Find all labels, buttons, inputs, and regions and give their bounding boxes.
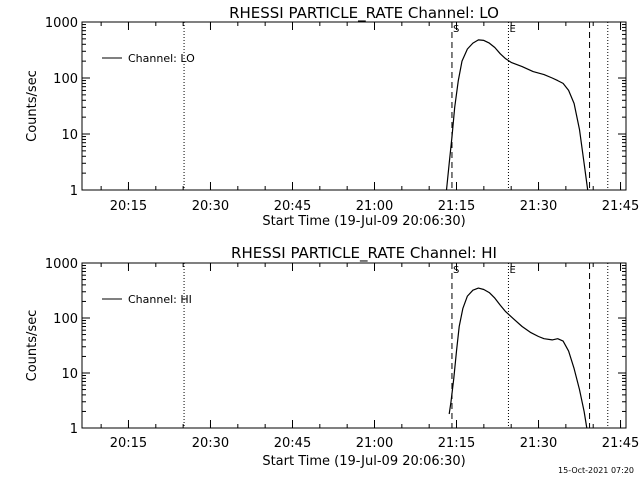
y-tick-label: 1 [70, 184, 78, 199]
x-tick-label: 21:00 [356, 436, 393, 451]
marker-s: S [453, 24, 459, 35]
y-tick-label: 100 [53, 312, 78, 327]
x-tick-label: 20:30 [192, 436, 229, 451]
series-line [445, 39, 589, 191]
series-line [448, 287, 588, 429]
chart-panel-2: RHESSI PARTICLE_RATE Channel: HI 1 10 100 10… [25, 244, 639, 469]
x-tick-label: 21:00 [356, 199, 393, 214]
x-axis-label: Start Time (19-Jul-09 20:06:30) [262, 214, 465, 229]
x-tick-label: 21:30 [520, 199, 557, 214]
footer-timestamp: 15-Oct-2021 07:20 [558, 466, 634, 475]
legend-label: Channel: LO [128, 52, 195, 65]
y-tick-label: 1000 [45, 257, 78, 272]
chart-title: RHESSI PARTICLE_RATE Channel: LO [229, 4, 499, 23]
x-tick-label: 21:45 [602, 199, 639, 214]
plot-frame [81, 262, 627, 429]
y-tick-label: 1000 [45, 16, 78, 31]
x-tick-label: 21:15 [438, 199, 475, 214]
x-tick-label: 21:30 [520, 436, 557, 451]
x-tick-label: 21:15 [438, 436, 475, 451]
plot-frame [81, 21, 627, 191]
x-tick-label: 20:45 [274, 436, 311, 451]
x-axis-label: Start Time (19-Jul-09 20:06:30) [262, 454, 465, 469]
y-tick-label: 10 [61, 128, 78, 143]
marker-s: S [453, 265, 459, 276]
x-tick-label: 20:45 [274, 199, 311, 214]
chart-panel-1: RHESSI PARTICLE_RATE Channel: LO 1 10 100 10… [25, 4, 639, 229]
x-tick-label: 21:45 [602, 436, 639, 451]
marker-e: E [509, 265, 515, 276]
y-axis-label: Counts/sec [25, 70, 40, 142]
y-tick-label: 100 [53, 72, 78, 87]
x-tick-label: 20:15 [110, 199, 147, 214]
y-axis-label: Counts/sec [25, 310, 40, 382]
y-tick-label: 1 [70, 422, 78, 437]
x-tick-label: 20:30 [192, 199, 229, 214]
y-tick-label: 10 [61, 367, 78, 382]
chart-title: RHESSI PARTICLE_RATE Channel: HI [231, 244, 497, 263]
legend-label: Channel: HI [128, 293, 192, 306]
x-tick-label: 20:15 [110, 436, 147, 451]
marker-e: E [509, 24, 515, 35]
